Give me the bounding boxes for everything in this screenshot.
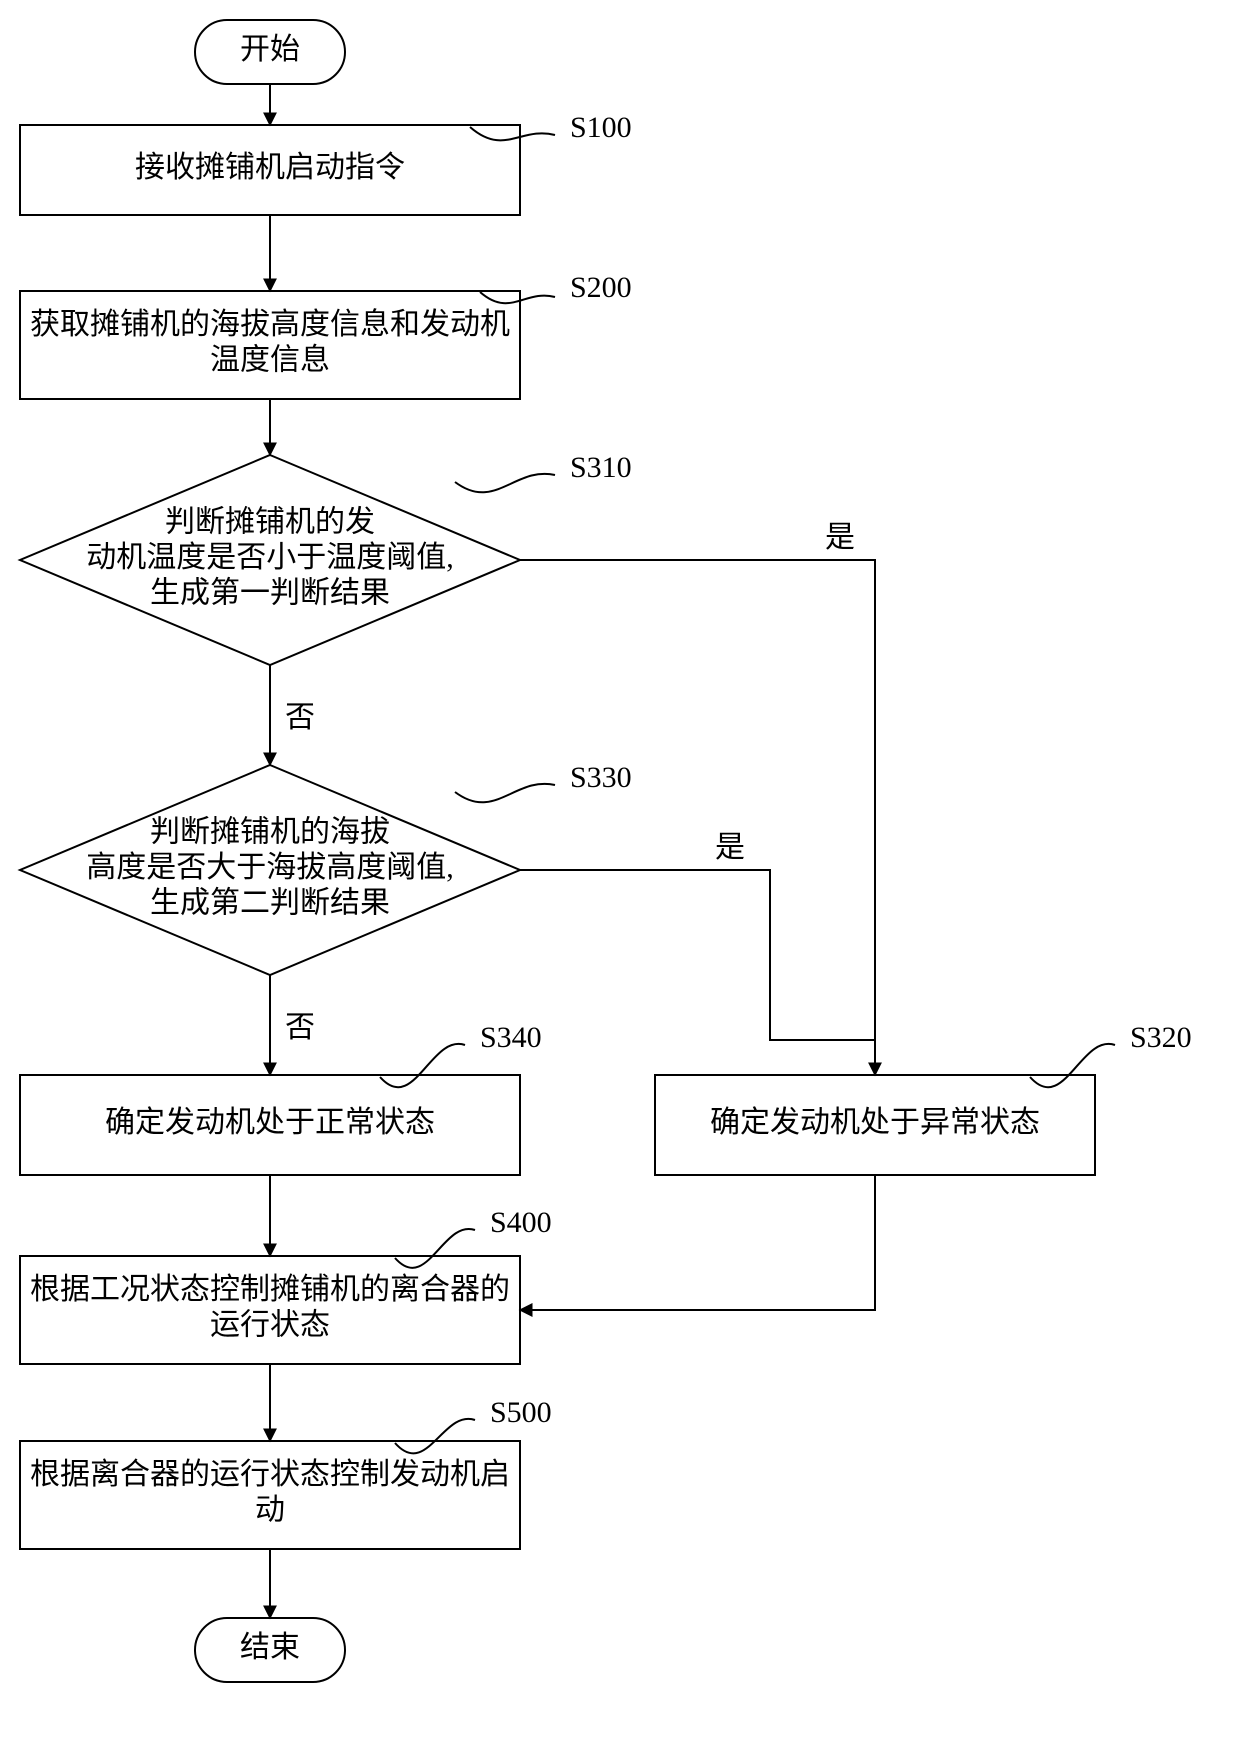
node-text-s340: 确定发动机处于正常状态 bbox=[105, 1106, 435, 1139]
step-tag-S200: S200 bbox=[570, 271, 632, 304]
svg-text:根据工况状态控制摊铺机的离合器的: 根据工况状态控制摊铺机的离合器的 bbox=[30, 1273, 510, 1306]
svg-text:动机温度是否小于温度阈值,: 动机温度是否小于温度阈值, bbox=[86, 541, 454, 574]
step-tag-S100: S100 bbox=[570, 111, 632, 144]
edge-label: 否 bbox=[285, 701, 315, 734]
step-tag-S400: S400 bbox=[490, 1206, 552, 1239]
node-s200: 获取摊铺机的海拔高度信息和发动机温度信息 bbox=[20, 291, 520, 399]
svg-text:开始: 开始 bbox=[240, 33, 300, 66]
svg-text:温度信息: 温度信息 bbox=[210, 344, 330, 377]
svg-text:判断摊铺机的发: 判断摊铺机的发 bbox=[165, 505, 375, 538]
svg-text:确定发动机处于异常状态: 确定发动机处于异常状态 bbox=[710, 1106, 1040, 1139]
step-tag-S330: S330 bbox=[570, 761, 632, 794]
edge-s330-s320 bbox=[520, 870, 875, 1040]
node-text-s320: 确定发动机处于异常状态 bbox=[710, 1106, 1040, 1139]
node-end: 结束 bbox=[195, 1618, 345, 1682]
svg-text:生成第一判断结果: 生成第一判断结果 bbox=[150, 576, 390, 609]
svg-text:结束: 结束 bbox=[240, 1631, 300, 1664]
svg-text:根据离合器的运行状态控制发动机启: 根据离合器的运行状态控制发动机启 bbox=[30, 1458, 510, 1491]
step-tag-S340: S340 bbox=[480, 1021, 542, 1054]
svg-text:高度是否大于海拔高度阈值,: 高度是否大于海拔高度阈值, bbox=[86, 851, 454, 884]
leader-S330 bbox=[455, 784, 555, 802]
edge-s320-s400 bbox=[520, 1175, 875, 1310]
edge-label: 是 bbox=[715, 831, 745, 864]
edge-label: 是 bbox=[825, 521, 855, 554]
step-tag-S320: S320 bbox=[1130, 1021, 1192, 1054]
node-text-end: 结束 bbox=[240, 1631, 300, 1664]
svg-text:判断摊铺机的海拔: 判断摊铺机的海拔 bbox=[150, 815, 390, 848]
svg-text:确定发动机处于正常状态: 确定发动机处于正常状态 bbox=[105, 1106, 435, 1139]
node-s500: 根据离合器的运行状态控制发动机启动 bbox=[20, 1441, 520, 1549]
node-s330: 判断摊铺机的海拔高度是否大于海拔高度阈值,生成第二判断结果 bbox=[20, 765, 520, 975]
svg-text:生成第二判断结果: 生成第二判断结果 bbox=[150, 886, 390, 919]
node-s100: 接收摊铺机启动指令 bbox=[20, 125, 520, 215]
node-text-start: 开始 bbox=[240, 33, 300, 66]
node-s400: 根据工况状态控制摊铺机的离合器的运行状态 bbox=[20, 1256, 520, 1364]
leader-S310 bbox=[455, 474, 555, 492]
node-s320: 确定发动机处于异常状态 bbox=[655, 1075, 1095, 1175]
svg-text:获取摊铺机的海拔高度信息和发动机: 获取摊铺机的海拔高度信息和发动机 bbox=[30, 308, 510, 341]
edge-s310-s320 bbox=[520, 560, 875, 1075]
svg-text:动: 动 bbox=[255, 1494, 285, 1527]
node-s310: 判断摊铺机的发动机温度是否小于温度阈值,生成第一判断结果 bbox=[20, 455, 520, 665]
node-start: 开始 bbox=[195, 20, 345, 84]
step-tag-S500: S500 bbox=[490, 1396, 552, 1429]
node-text-s100: 接收摊铺机启动指令 bbox=[135, 151, 405, 184]
svg-text:运行状态: 运行状态 bbox=[210, 1309, 330, 1342]
node-s340: 确定发动机处于正常状态 bbox=[20, 1075, 520, 1175]
svg-text:接收摊铺机启动指令: 接收摊铺机启动指令 bbox=[135, 151, 405, 184]
step-tag-S310: S310 bbox=[570, 451, 632, 484]
edge-label: 否 bbox=[285, 1011, 315, 1044]
